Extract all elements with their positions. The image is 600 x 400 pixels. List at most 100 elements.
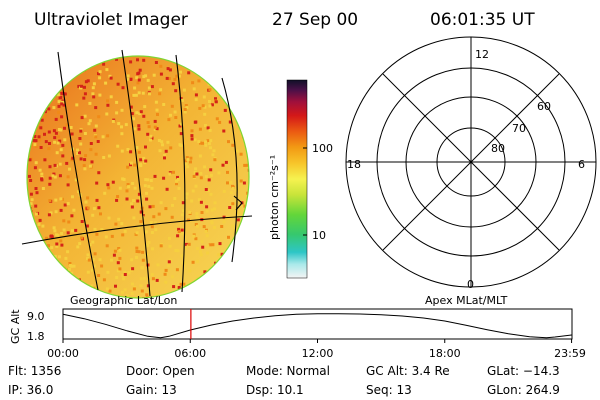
uv-pixel (106, 99, 109, 103)
uv-pixel (250, 217, 253, 220)
uv-pixel (98, 70, 102, 74)
uv-pixel (204, 188, 208, 191)
uv-pixel (189, 156, 193, 160)
uv-pixel (144, 244, 148, 248)
uv-pixel (153, 221, 157, 225)
uv-pixel (169, 146, 173, 150)
uv-pixel (237, 263, 241, 267)
uv-pixel (196, 281, 200, 285)
uv-pixel (167, 77, 171, 81)
uv-pixel (93, 227, 97, 231)
uv-pixel (201, 280, 205, 284)
uv-pixel (216, 288, 220, 292)
uv-pixel (29, 266, 33, 270)
uv-pixel (53, 163, 57, 167)
uv-pixel (103, 191, 107, 195)
uv-pixel (134, 232, 138, 236)
uv-pixel (92, 264, 96, 268)
uv-pixel (219, 275, 223, 279)
uv-pixel (171, 203, 174, 207)
mlt-label-18: 18 (347, 158, 361, 171)
uv-pixel (130, 268, 134, 272)
uv-pixel (57, 135, 61, 139)
uv-pixel (158, 149, 162, 153)
altitude-tick-label: 1.8 (27, 330, 45, 343)
uv-pixel (211, 296, 215, 298)
uv-pixel (63, 290, 67, 293)
uv-pixel (60, 102, 64, 106)
uv-pixel (80, 84, 83, 88)
uv-pixel (218, 63, 222, 67)
uv-pixel (62, 228, 66, 232)
uv-pixel (118, 267, 122, 271)
uv-pixel (252, 92, 255, 95)
uv-pixel (113, 249, 117, 253)
uv-pixel (143, 276, 146, 280)
uv-pixel (226, 181, 229, 185)
uv-pixel (239, 152, 243, 156)
uv-pixel (55, 244, 59, 248)
uv-pixel (61, 278, 65, 282)
uv-pixel (54, 210, 58, 214)
uv-pixel (241, 275, 245, 279)
uv-pixel (204, 279, 208, 283)
uv-pixel (159, 88, 163, 92)
uv-pixel (172, 170, 175, 174)
uv-pixel (85, 224, 89, 228)
uv-pixel (101, 135, 105, 139)
uv-pixel (240, 113, 244, 117)
uv-pixel (198, 106, 202, 110)
uv-pixel (52, 172, 56, 176)
uv-pixel (94, 135, 98, 139)
uv-pixel (150, 231, 154, 234)
uv-pixel (159, 244, 163, 248)
uv-pixel (153, 119, 157, 123)
uv-pixel (188, 210, 192, 214)
uv-pixel (134, 93, 138, 97)
uv-pixel (67, 220, 71, 224)
uv-pixel (191, 189, 195, 193)
uv-pixel (233, 89, 237, 93)
uv-pixel (63, 203, 67, 207)
uv-pixel (112, 253, 116, 257)
uv-pixel (115, 111, 119, 115)
uv-pixel (68, 264, 72, 267)
uv-pixel (130, 205, 134, 209)
uv-pixel (142, 75, 146, 79)
uv-pixel (205, 209, 209, 213)
uv-pixel (217, 171, 221, 175)
uv-pixel (243, 113, 247, 117)
uv-pixel (205, 205, 209, 209)
uv-pixel (206, 244, 210, 248)
uv-pixel (29, 179, 33, 182)
uv-pixel (90, 160, 94, 164)
uv-pixel (63, 138, 67, 142)
uv-pixel (38, 168, 42, 172)
uv-pixel (140, 289, 144, 293)
uv-pixel (147, 125, 151, 129)
uv-pixel (145, 191, 148, 195)
uv-pixel (202, 71, 206, 74)
uv-pixel (117, 247, 121, 250)
uv-pixel (79, 129, 83, 133)
uv-pixel (208, 100, 211, 103)
uv-pixel (144, 145, 147, 149)
uv-pixel (34, 144, 38, 148)
uv-pixel (28, 294, 32, 298)
uv-pixel (28, 105, 32, 109)
uv-pixel (56, 279, 59, 283)
uv-pixel (96, 140, 100, 143)
uv-pixel (209, 146, 212, 150)
uv-pixel (72, 264, 76, 268)
uv-pixel (248, 164, 249, 168)
uv-pixel (105, 112, 109, 116)
uv-pixel (88, 243, 92, 247)
uv-pixel (28, 174, 31, 178)
color-bar-tick-label: 10 (312, 229, 326, 242)
uv-pixel (122, 177, 126, 181)
uv-pixel (110, 258, 113, 262)
uv-pixel (164, 268, 168, 272)
uv-pixel (139, 220, 143, 224)
meridian-line (121, 49, 151, 297)
uv-pixel (150, 136, 154, 140)
